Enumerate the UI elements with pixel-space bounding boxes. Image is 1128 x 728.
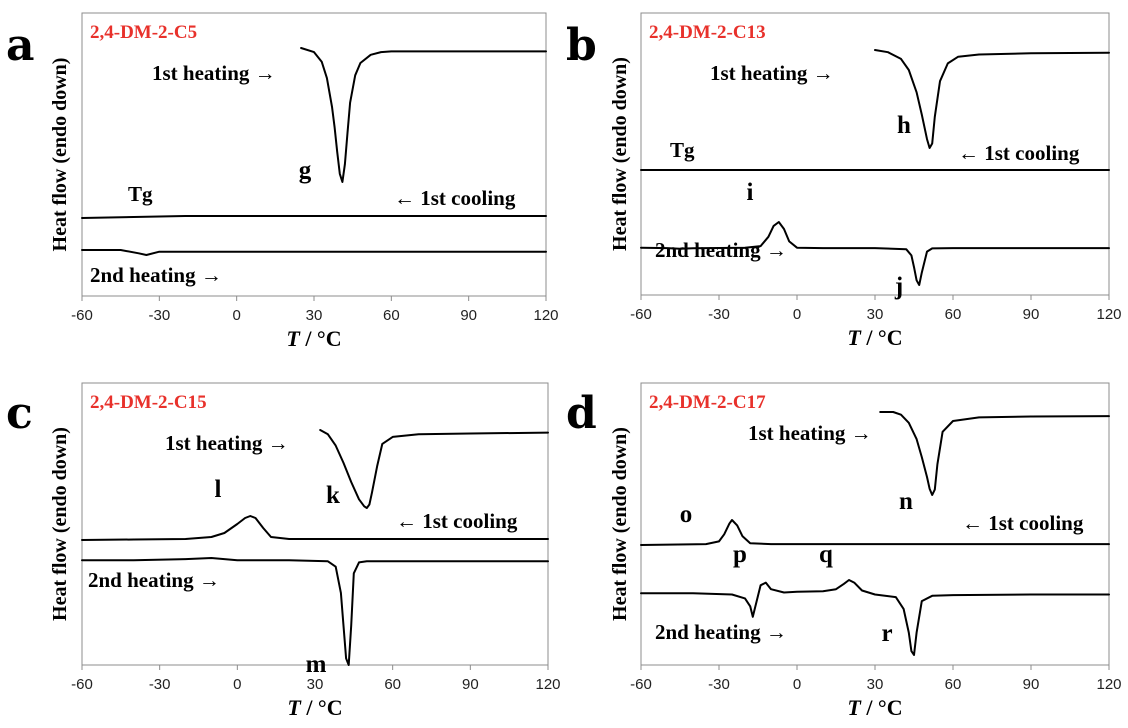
sample-title: 2,4-DM-2-C17 bbox=[649, 392, 766, 413]
x-tick-label: 90 bbox=[1023, 306, 1040, 323]
x-tick-label: -60 bbox=[71, 676, 93, 693]
series-1st-heating bbox=[300, 47, 547, 183]
y-axis-label: Heat flow (endo down) bbox=[49, 58, 71, 252]
peak-label: l bbox=[215, 476, 222, 503]
x-tick-label: 0 bbox=[793, 306, 801, 323]
panel-letter: d bbox=[566, 388, 597, 439]
curve-label-heat2: 2nd heating → bbox=[90, 263, 222, 287]
x-tick-label: 60 bbox=[384, 676, 401, 693]
peak-label: p bbox=[733, 541, 747, 568]
curve-label-cool1: ← 1st cooling bbox=[958, 141, 1080, 165]
series-1st-cooling bbox=[81, 515, 549, 541]
peak-label: g bbox=[299, 157, 312, 184]
panel-letter: a bbox=[6, 20, 35, 71]
series-1st-heating bbox=[879, 411, 1110, 496]
chart-panel-a: a 2,4-DM-2-C5 -60 -30 0 30 60 90 120 T / °C Heat f… bbox=[6, 12, 559, 351]
sample-title: 2,4-DM-2-C15 bbox=[90, 392, 207, 413]
curve-label-cool1: ← 1st cooling bbox=[962, 511, 1084, 535]
x-axis-label: T / °C bbox=[847, 695, 902, 720]
x-tick-label: 0 bbox=[233, 676, 241, 693]
x-tick-label: 30 bbox=[867, 306, 884, 323]
y-axis-label: Heat flow (endo down) bbox=[49, 427, 71, 621]
series-2nd-heating bbox=[81, 249, 547, 256]
x-tick-label: 0 bbox=[793, 676, 801, 693]
peak-label: q bbox=[819, 541, 833, 568]
x-tick-label: 120 bbox=[1096, 676, 1121, 693]
chart-panel-b: b 2,4-DM-2-C13 -60 -30 0 30 60 90 120 T / °C Heat … bbox=[566, 12, 1122, 350]
series-1st-heating bbox=[874, 49, 1110, 149]
series-1st-cooling bbox=[81, 215, 547, 219]
x-axis-label: T / °C bbox=[286, 326, 341, 351]
chart-panel-c: c 2,4-DM-2-C15 -60 -30 0 30 60 90 120 T / °C Heat … bbox=[6, 382, 561, 720]
x-tick-label: 30 bbox=[307, 676, 324, 693]
curve-label-tg: Tg bbox=[128, 182, 153, 206]
peak-label: i bbox=[747, 179, 754, 206]
peak-label: n bbox=[899, 488, 913, 515]
x-tick-label: 90 bbox=[460, 307, 477, 324]
x-tick-label: 60 bbox=[945, 676, 962, 693]
curve-label-heat1: 1st heating → bbox=[710, 61, 834, 85]
x-tick-label: -30 bbox=[148, 307, 170, 324]
curve-label-cool1: ← 1st cooling bbox=[396, 509, 518, 533]
panel-letter: c bbox=[6, 388, 33, 439]
x-tick-label: -60 bbox=[71, 307, 93, 324]
x-tick-label: 60 bbox=[945, 306, 962, 323]
x-tick-label: -60 bbox=[630, 676, 652, 693]
panel-letter: b bbox=[566, 20, 597, 71]
curve-label-heat2: 2nd heating → bbox=[655, 238, 787, 262]
curve-label-heat2: 2nd heating → bbox=[655, 620, 787, 644]
x-tick-label: -30 bbox=[708, 676, 730, 693]
series-2nd-heating bbox=[640, 579, 1110, 656]
y-axis-label: Heat flow (endo down) bbox=[609, 57, 631, 251]
x-tick-label: 0 bbox=[232, 307, 240, 324]
series-1st-heating bbox=[319, 429, 549, 509]
x-tick-label: 60 bbox=[383, 307, 400, 324]
peak-label: o bbox=[680, 501, 693, 528]
y-axis-label: Heat flow (endo down) bbox=[609, 427, 631, 621]
x-axis-label: T / °C bbox=[287, 695, 342, 720]
curve-label-heat1: 1st heating → bbox=[748, 421, 872, 445]
peak-label: m bbox=[306, 651, 327, 678]
peak-label: r bbox=[881, 620, 892, 647]
sample-title: 2,4-DM-2-C5 bbox=[90, 22, 197, 43]
peak-label: h bbox=[897, 112, 911, 139]
x-tick-label: 120 bbox=[535, 676, 560, 693]
curve-label-tg: Tg bbox=[670, 138, 695, 162]
series-1st-cooling bbox=[640, 519, 1110, 546]
x-tick-label: -60 bbox=[630, 306, 652, 323]
x-tick-label: 90 bbox=[462, 676, 479, 693]
x-tick-label: 90 bbox=[1023, 676, 1040, 693]
x-tick-label: -30 bbox=[708, 306, 730, 323]
series-2nd-heating bbox=[640, 221, 1110, 286]
curve-label-heat1: 1st heating → bbox=[165, 431, 289, 455]
peak-label: j bbox=[894, 273, 903, 300]
peak-label: k bbox=[326, 482, 340, 509]
series-2nd-heating bbox=[81, 557, 549, 666]
x-axis-label: T / °C bbox=[847, 325, 902, 350]
x-tick-label: -30 bbox=[149, 676, 171, 693]
x-tick-label: 30 bbox=[867, 676, 884, 693]
x-tick-label: 120 bbox=[533, 307, 558, 324]
curve-label-heat2: 2nd heating → bbox=[88, 568, 220, 592]
chart-panel-d: d 2,4-DM-2-C17 -60 -30 0 30 60 90 120 T / °C Heat … bbox=[566, 382, 1122, 720]
curve-label-cool1: ← 1st cooling bbox=[394, 186, 516, 210]
sample-title: 2,4-DM-2-C13 bbox=[649, 22, 766, 43]
curve-label-heat1: 1st heating → bbox=[152, 61, 276, 85]
x-tick-label: 30 bbox=[306, 307, 323, 324]
x-tick-label: 120 bbox=[1096, 306, 1121, 323]
